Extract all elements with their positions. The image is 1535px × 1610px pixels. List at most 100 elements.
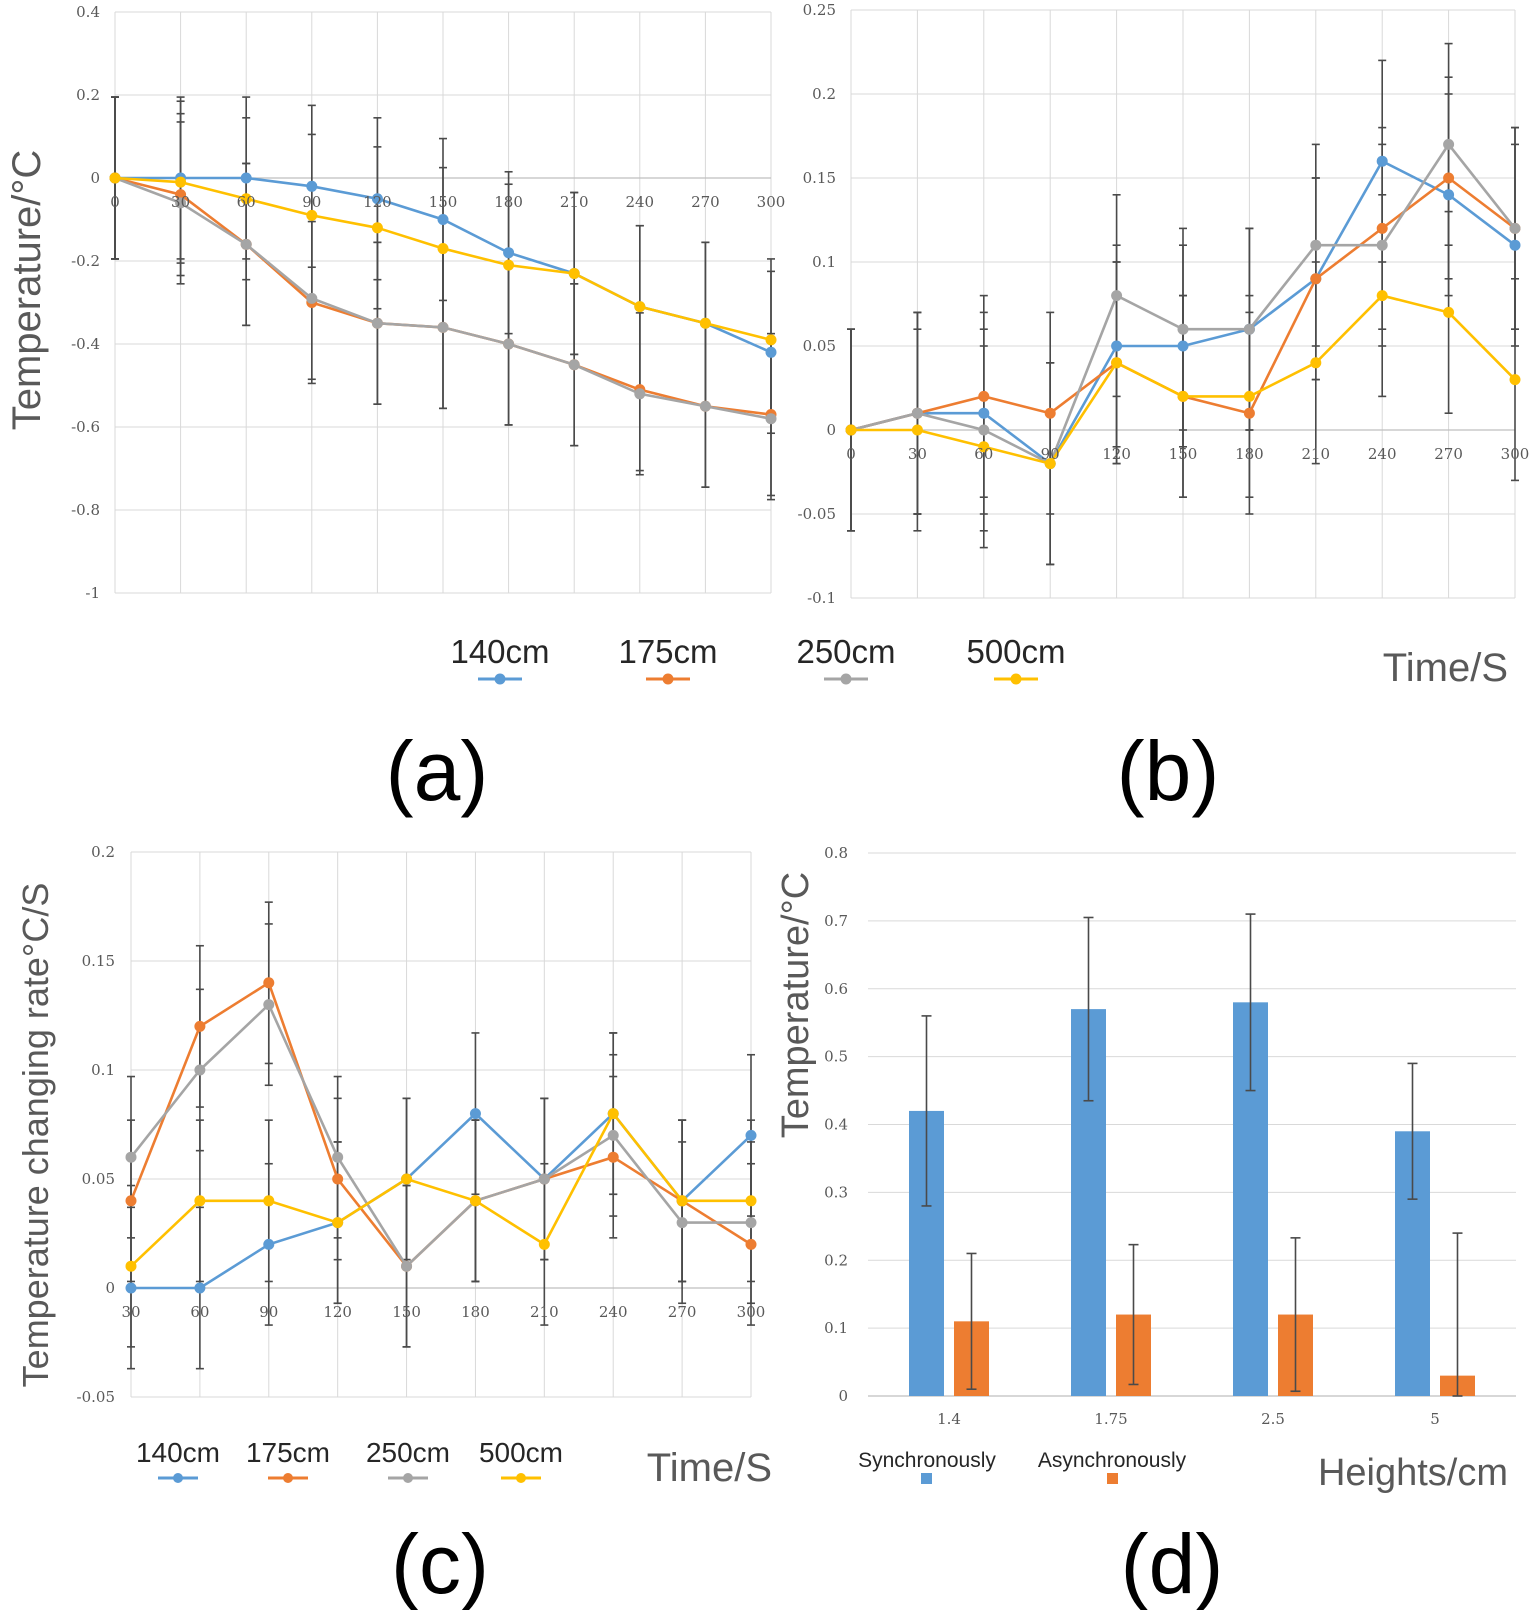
data-point-500cm bbox=[437, 243, 449, 255]
y-tick-label: 0.8 bbox=[824, 844, 848, 862]
data-point-175cm bbox=[1044, 407, 1056, 419]
legend-c-500-label: 500cm bbox=[479, 1437, 563, 1468]
x-tick-label: 2.5 bbox=[1261, 1410, 1285, 1428]
data-point-500cm bbox=[911, 424, 923, 436]
panel-c-label: (c) bbox=[391, 1517, 489, 1610]
y-tick-label: -1 bbox=[85, 584, 100, 602]
data-point-500cm bbox=[676, 1195, 688, 1207]
data-point-140cm bbox=[240, 172, 252, 184]
data-point-140cm bbox=[371, 193, 383, 205]
y-tick-label: 0.25 bbox=[803, 1, 836, 19]
panel-a-x-ticks: 0 30 60 90 120 150 180 210 240 270 300 bbox=[110, 193, 785, 211]
data-point-250cm bbox=[607, 1129, 619, 1141]
x-tick-label: 30 bbox=[908, 445, 927, 463]
data-point-140cm bbox=[1509, 239, 1521, 251]
data-point-250cm bbox=[765, 413, 777, 425]
x-tick-label: 120 bbox=[363, 193, 392, 211]
data-point-250cm bbox=[371, 317, 383, 329]
y-tick-label: 0 bbox=[105, 1279, 115, 1297]
data-point-500cm bbox=[306, 209, 318, 221]
x-tick-label: 180 bbox=[1235, 445, 1264, 463]
data-point-140cm bbox=[437, 214, 449, 225]
data-point-500cm bbox=[175, 176, 187, 188]
x-tick-label: 180 bbox=[494, 193, 523, 211]
data-point-175cm bbox=[263, 977, 275, 989]
panel-c-series bbox=[125, 977, 757, 1294]
panel-a-chart: 0.4 0.2 0 -0.2 -0.4 -0.6 -0.8 -1 0 30 60 90 120 150 1… bbox=[5, 3, 785, 818]
data-point-500cm bbox=[607, 1108, 619, 1120]
x-tick-label: 90 bbox=[1041, 445, 1060, 463]
data-point-500cm bbox=[978, 441, 990, 453]
legend-c-140-marker bbox=[173, 1473, 183, 1483]
data-point-250cm bbox=[194, 1064, 206, 1076]
data-point-250cm bbox=[437, 321, 449, 333]
data-point-500cm bbox=[568, 267, 580, 279]
data-point-500cm bbox=[845, 424, 857, 436]
data-point-140cm bbox=[978, 407, 990, 419]
data-point-140cm bbox=[503, 247, 515, 259]
data-point-250cm bbox=[699, 400, 711, 412]
data-point-500cm bbox=[240, 193, 252, 205]
panel-c-y-ticks: 0.2 0.15 0.1 0.05 0 -0.05 bbox=[77, 843, 115, 1406]
data-point-250cm bbox=[1509, 222, 1521, 234]
data-point-500cm bbox=[634, 301, 646, 313]
legend-c-175-label: 175cm bbox=[246, 1437, 330, 1468]
legend-ab-250-marker bbox=[840, 673, 852, 685]
data-point-250cm bbox=[503, 338, 515, 350]
x-tick-label: 60 bbox=[974, 445, 993, 463]
panel-b-chart: 0.25 0.2 0.15 0.1 0.05 0 -0.05 -0.1 0 30 60 90 120 1… bbox=[798, 1, 1530, 818]
data-point-140cm bbox=[1376, 155, 1388, 167]
panel-c-chart: 0.2 0.15 0.1 0.05 0 -0.05 30 60 90 120 150 180 210 2… bbox=[15, 843, 772, 1610]
data-point-250cm bbox=[306, 292, 318, 304]
panel-c-x-ticks: 30 60 90 120 150 180 210 240 270 300 bbox=[121, 1303, 765, 1321]
data-point-175cm bbox=[1243, 407, 1255, 419]
data-point-500cm bbox=[699, 317, 711, 329]
data-point-250cm bbox=[634, 388, 646, 400]
data-point-250cm bbox=[1376, 239, 1388, 251]
x-tick-label: 180 bbox=[461, 1303, 490, 1321]
data-point-250cm bbox=[911, 407, 923, 419]
x-tick-label: 90 bbox=[302, 193, 321, 211]
panel-d-error-bars bbox=[921, 913, 1463, 1397]
panel-a-label: (a) bbox=[386, 724, 489, 818]
legend-c-175-marker bbox=[283, 1473, 293, 1483]
legend-c-500-marker bbox=[516, 1473, 526, 1483]
y-tick-label: 0.2 bbox=[812, 85, 836, 103]
data-point-140cm bbox=[469, 1108, 481, 1120]
y-tick-label: 0.7 bbox=[824, 912, 848, 930]
y-tick-label: 0.4 bbox=[824, 1116, 848, 1134]
data-point-140cm bbox=[306, 180, 318, 192]
data-point-250cm bbox=[240, 238, 252, 250]
y-tick-label: -0.1 bbox=[807, 589, 836, 607]
y-tick-label: -0.6 bbox=[71, 418, 100, 436]
data-point-500cm bbox=[1443, 306, 1455, 318]
data-point-250cm bbox=[1243, 323, 1255, 335]
data-point-500cm bbox=[503, 259, 515, 271]
y-tick-label: 0.5 bbox=[824, 1048, 848, 1066]
x-tick-label: 30 bbox=[121, 1303, 140, 1321]
panel-d-y-ticks: 0.8 0.7 0.6 0.5 0.4 0.3 0.2 0.1 0 bbox=[824, 844, 848, 1405]
x-tick-label: 150 bbox=[429, 193, 458, 211]
data-point-500cm bbox=[745, 1195, 757, 1207]
panel-c-x-axis-title: Time/S bbox=[647, 1446, 772, 1490]
x-tick-label: 1.4 bbox=[937, 1410, 961, 1428]
panel-b-x-axis-title: Time/S bbox=[1383, 646, 1508, 690]
x-tick-label: 150 bbox=[392, 1303, 421, 1321]
y-tick-label: 0.2 bbox=[824, 1251, 848, 1269]
y-tick-label: 0.15 bbox=[82, 952, 115, 970]
x-tick-label: 270 bbox=[691, 193, 720, 211]
data-point-250cm bbox=[568, 359, 580, 371]
legend-d-async-swatch bbox=[1107, 1473, 1118, 1484]
data-point-500cm bbox=[538, 1238, 550, 1250]
data-point-500cm bbox=[765, 334, 777, 346]
x-tick-label: 0 bbox=[110, 193, 120, 211]
data-point-500cm bbox=[1044, 458, 1056, 470]
x-tick-label: 300 bbox=[737, 1303, 766, 1321]
y-tick-label: 0.1 bbox=[824, 1319, 848, 1337]
panel-d-y-axis-title: Temperature/°C bbox=[775, 872, 817, 1139]
data-point-500cm bbox=[371, 222, 383, 234]
data-point-140cm bbox=[1177, 340, 1189, 352]
y-tick-label: -0.2 bbox=[71, 252, 100, 270]
data-point-500cm bbox=[1509, 374, 1521, 386]
